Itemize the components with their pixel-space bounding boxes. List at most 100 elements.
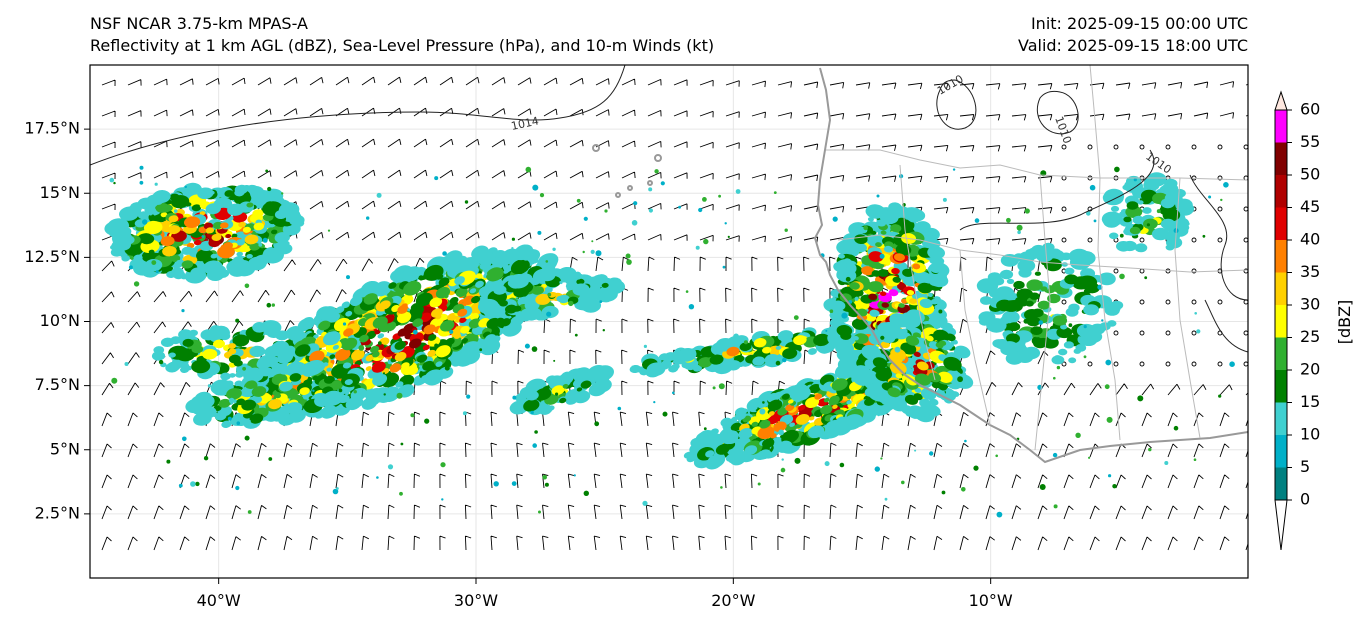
reflectivity-cell — [277, 351, 294, 364]
reflectivity-cell — [363, 293, 378, 305]
reflectivity-cell — [203, 260, 223, 275]
reflectivity-cell — [479, 348, 483, 352]
reflectivity-cell — [349, 296, 363, 306]
reflectivity-cell — [1114, 218, 1120, 224]
reflectivity-cell — [249, 345, 266, 358]
reflectivity-cell — [223, 242, 233, 250]
reflectivity-cell — [155, 270, 159, 274]
reflectivity-cell — [247, 510, 252, 514]
reflectivity-cell — [271, 229, 278, 235]
reflectivity-cell — [722, 265, 726, 269]
reflectivity-cell — [191, 345, 204, 354]
reflectivity-cell — [322, 390, 344, 406]
reflectivity-cell — [678, 205, 681, 209]
colorbar-tick-label: 60 — [1300, 100, 1320, 119]
reflectivity-cell — [540, 270, 556, 282]
reflectivity-cell — [996, 511, 1003, 518]
reflectivity-cell — [1068, 357, 1077, 364]
reflectivity-cell — [394, 340, 406, 350]
reflectivity-cell — [430, 271, 438, 277]
reflectivity-cell — [264, 346, 278, 357]
title-model: NSF NCAR 3.75-km MPAS-A — [90, 14, 308, 33]
reflectivity-cell — [1123, 216, 1132, 223]
reflectivity-cell — [137, 211, 149, 220]
reflectivity-cell — [236, 251, 243, 257]
lat-tick-label: 2.5°N — [35, 503, 80, 522]
reflectivity-cell — [999, 269, 1014, 280]
reflectivity-cell — [241, 245, 251, 253]
reflectivity-cell — [133, 281, 140, 287]
reflectivity-cell — [545, 260, 549, 263]
reflectivity-cell — [252, 321, 267, 333]
reflectivity-cell — [703, 427, 707, 431]
reflectivity-cell — [733, 333, 739, 340]
reflectivity-cell — [712, 386, 716, 390]
reflectivity-cell — [735, 189, 741, 194]
reflectivity-cell — [366, 216, 370, 220]
reflectivity-cell — [1208, 195, 1212, 199]
latitude-axis: 2.5°N 5°N 7.5°N 10°N 12.5°N 15°N 17.5°N — [24, 119, 90, 522]
reflectivity-cell — [720, 486, 723, 489]
reflectivity-cell — [464, 200, 469, 204]
reflectivity-cell — [825, 329, 828, 332]
reflectivity-cell — [500, 318, 511, 327]
reflectivity-cell — [111, 377, 118, 384]
reflectivity-cell — [236, 239, 245, 246]
reflectivity-cell — [166, 270, 177, 279]
reflectivity-cell — [576, 198, 581, 203]
reflectivity-cell — [1193, 458, 1197, 462]
reflectivity-cell — [1220, 198, 1223, 202]
reflectivity-cell — [1007, 322, 1021, 332]
reflectivity-cell — [151, 260, 157, 265]
reflectivity-cell — [288, 328, 304, 341]
reflectivity-cell — [444, 365, 450, 371]
reflectivity-cell — [1144, 276, 1148, 280]
reflectivity-cell — [573, 474, 576, 477]
lon-tick-label: 20°W — [711, 591, 755, 610]
reflectivity-cell — [920, 416, 926, 422]
reflectivity-cell — [1026, 316, 1041, 327]
reflectivity-cell — [823, 397, 830, 403]
colorbar: 0 5 10 15 20 25 30 35 40 45 50 55 60 [dBZ] — [1274, 90, 1354, 551]
reflectivity-cell — [880, 335, 885, 340]
reflectivity-cell — [278, 366, 291, 375]
reflectivity-cell — [320, 373, 325, 378]
reflectivity-cell — [1107, 320, 1117, 327]
reflectivity-cell — [479, 260, 491, 270]
reflectivity-cell — [534, 430, 538, 434]
reflectivity-cell — [1039, 255, 1046, 261]
reflectivity-cell — [447, 313, 458, 321]
reflectivity-cell — [874, 466, 880, 472]
reflectivity-cell — [158, 359, 164, 365]
reflectivity-cell — [995, 454, 998, 458]
reflectivity-cell — [289, 214, 305, 226]
reflectivity-cell — [258, 243, 263, 247]
reflectivity-cell — [1163, 233, 1174, 241]
reflectivity-cell — [220, 222, 229, 229]
reflectivity-cell — [471, 295, 481, 304]
reflectivity-cell — [964, 439, 967, 443]
reflectivity-cell — [403, 280, 422, 296]
reflectivity-cell — [762, 401, 765, 404]
reflectivity-cell — [246, 253, 253, 259]
reflectivity-cell — [318, 320, 331, 331]
reflectivity-cell — [459, 316, 467, 324]
reflectivity-cell — [227, 203, 245, 216]
colorbar-swatch — [1275, 435, 1287, 468]
reflectivity-cell — [133, 254, 143, 262]
colorbar-tick-label: 45 — [1300, 197, 1320, 216]
reflectivity-cell — [165, 362, 179, 373]
reflectivity-cell — [780, 467, 786, 473]
reflectivity-cell — [553, 359, 556, 362]
reflectivity-cell — [894, 346, 901, 353]
reflectivity-cell — [423, 324, 436, 335]
reflectivity-cell — [463, 295, 475, 306]
reflectivity-cell — [1109, 232, 1119, 240]
colorbar-tick-label: 30 — [1300, 295, 1320, 314]
reflectivity-cell — [1042, 242, 1055, 252]
reflectivity-cell — [539, 193, 545, 198]
reflectivity-cell — [511, 237, 515, 241]
reflectivity-cell — [631, 220, 638, 226]
reflectivity-cell — [1101, 211, 1123, 227]
reflectivity-cell — [702, 197, 707, 202]
